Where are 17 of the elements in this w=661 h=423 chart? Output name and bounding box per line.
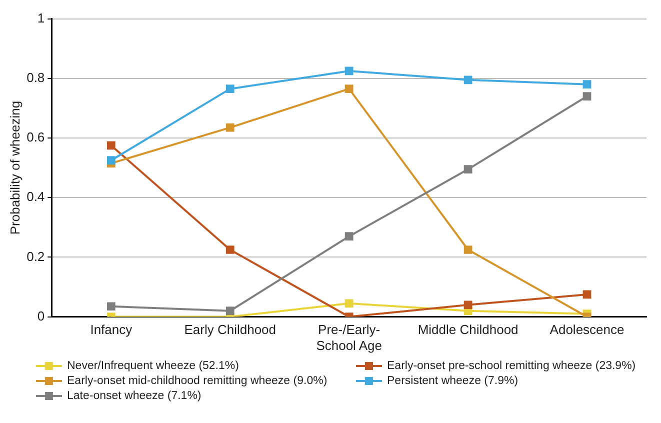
y-axis-title: Probability of wheezing (7, 100, 22, 235)
x-tick-label: Infancy (90, 322, 133, 338)
x-tick-label: Early Childhood (184, 322, 276, 338)
x-tick-label: Adolescence (550, 322, 624, 338)
y-tick-label: 0.6 (26, 130, 45, 145)
y-tick-label: 0.8 (26, 70, 45, 85)
legend-label: Early-onset mid-childhood remitting wheeze (9.0%) (67, 375, 328, 387)
y-tick-label: 0.4 (26, 189, 45, 204)
legend-label: Late-onset wheeze (7.1%) (67, 390, 202, 402)
y-tick-label: 0.2 (26, 248, 45, 264)
y-tick-label: 0 (37, 308, 45, 324)
x-tick-label: Pre-/Early-School Age (316, 322, 382, 353)
legend-label: Never/Infrequent wheeze (52.1%) (67, 360, 239, 372)
x-tick-label: Middle Childhood (418, 322, 518, 338)
legend-label: Early-onset pre-school remitting wheeze (23.9%) (387, 360, 636, 372)
legend-label: Persistent wheeze (7.9%) (387, 375, 518, 387)
y-tick-label: 1 (37, 10, 45, 26)
